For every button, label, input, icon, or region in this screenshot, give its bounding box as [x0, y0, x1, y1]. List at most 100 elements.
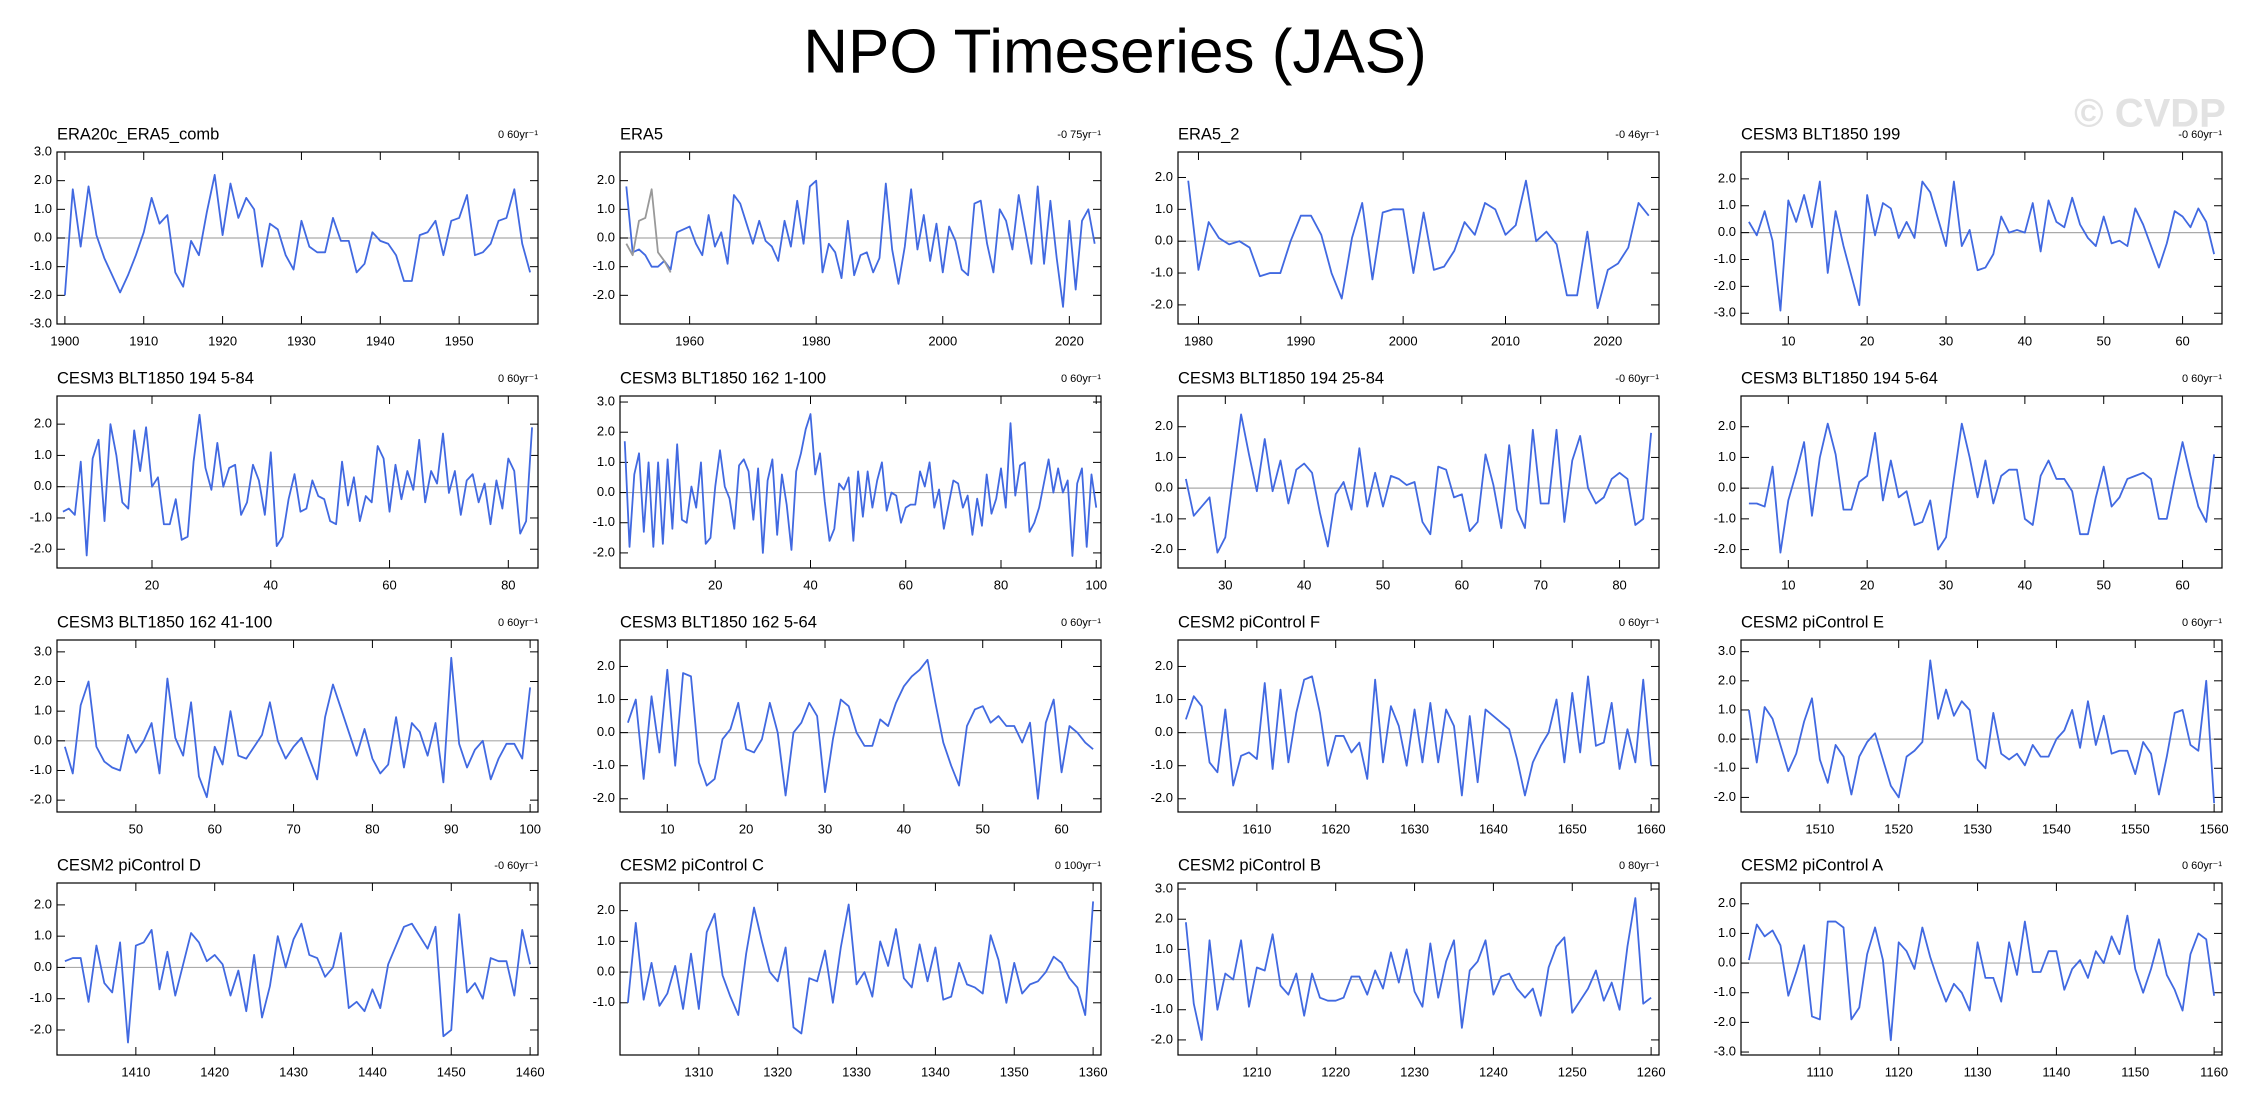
panel-title: CESM2 piControl A: [1741, 856, 1883, 874]
page-title: NPO Timeseries (JAS): [803, 17, 1427, 86]
plot-frame: [1177, 639, 1660, 813]
y-tick-label: 0.0: [34, 732, 52, 747]
x-tick-label: 50: [129, 821, 143, 836]
y-tick-label: -2.0: [1714, 278, 1736, 293]
panel-title: CESM3 BLT1850 162 1-100: [620, 369, 826, 387]
y-tick-label: 2.0: [1155, 169, 1173, 184]
trend-label: 0 60yr⁻¹: [1061, 617, 1101, 629]
plot-frame: [1740, 395, 2223, 569]
series-line: [1747, 659, 2216, 804]
x-tick-label: 100: [519, 821, 541, 836]
x-tick-label: 1980: [1184, 333, 1213, 348]
panel: CESM3 BLT1850 194 25-84 -0 60yr⁻¹ -2.0 -1.0…: [1151, 369, 1660, 592]
trend-label: 0 60yr⁻¹: [498, 373, 538, 385]
x-tick-label: 1250: [1558, 1064, 1587, 1079]
y-tick-label: -2.0: [1714, 789, 1736, 804]
y-tick-label: -1.0: [593, 757, 615, 772]
plot-frame: [56, 395, 539, 569]
x-tick-label: 1530: [1963, 821, 1992, 836]
panel-title: ERA5_2: [1178, 125, 1239, 143]
trend-label: 0 60yr⁻¹: [498, 129, 538, 141]
x-tick-label: 60: [1455, 577, 1469, 592]
trend-label: 0 60yr⁻¹: [2182, 617, 2222, 629]
x-tick-label: 1430: [279, 1064, 308, 1079]
y-tick-label: -1.0: [593, 514, 615, 529]
y-tick-label: -1.0: [30, 990, 52, 1005]
y-tick-label: 0.0: [1155, 971, 1173, 986]
panel-title: CESM2 piControl F: [1178, 613, 1320, 631]
y-tick-label: 3.0: [34, 143, 52, 158]
watermark: © CVDP: [2074, 92, 2226, 136]
x-tick-label: 1240: [1479, 1064, 1508, 1079]
y-tick-label: -1.0: [1714, 760, 1736, 775]
y-tick-label: -2.0: [1151, 296, 1173, 311]
panel-title: ERA20c_ERA5_comb: [57, 125, 219, 143]
panel: CESM3 BLT1850 194 5-64 0 60yr⁻¹ -2.0 -1.0 0.…: [1714, 369, 2223, 592]
y-tick-label: 1.0: [1155, 691, 1173, 706]
trend-label: 0 60yr⁻¹: [1619, 617, 1659, 629]
y-tick-label: -3.0: [1714, 305, 1736, 320]
x-tick-label: 1420: [200, 1064, 229, 1079]
x-tick-label: 1550: [2121, 821, 2150, 836]
plot-frame: [1177, 882, 1660, 1056]
y-tick-label: 2.0: [1718, 418, 1736, 433]
x-tick-label: 1220: [1321, 1064, 1350, 1079]
trend-label: 0 60yr⁻¹: [2182, 860, 2222, 872]
y-tick-label: 2.0: [597, 658, 615, 673]
x-tick-label: 1230: [1400, 1064, 1429, 1079]
y-tick-label: 2.0: [34, 673, 52, 688]
x-tick-label: 1360: [1079, 1064, 1108, 1079]
x-tick-label: 2020: [1055, 333, 1084, 348]
x-tick-label: 50: [1376, 577, 1390, 592]
series-line: [623, 413, 1098, 557]
y-tick-label: 1.0: [34, 447, 52, 462]
y-tick-label: 0.0: [34, 478, 52, 493]
plot-frame: [1177, 395, 1660, 569]
y-tick-label: -2.0: [593, 287, 615, 302]
y-tick-label: 2.0: [34, 172, 52, 187]
y-tick-label: -2.0: [30, 1021, 52, 1036]
x-tick-label: 1520: [1884, 821, 1913, 836]
trend-label: -0 46yr⁻¹: [1615, 129, 1659, 141]
x-tick-label: 1560: [2200, 821, 2229, 836]
y-tick-label: 0.0: [1718, 731, 1736, 746]
x-tick-label: 40: [2018, 577, 2032, 592]
series-line: [63, 174, 531, 296]
series-line: [1185, 413, 1653, 554]
series-line: [626, 901, 1095, 1035]
x-tick-label: 1930: [287, 333, 316, 348]
panel-title: CESM3 BLT1850 194 25-84: [1178, 369, 1384, 387]
y-tick-label: 1.0: [597, 691, 615, 706]
plot-frame: [56, 151, 539, 325]
y-tick-label: 0.0: [1155, 233, 1173, 248]
y-tick-label: -1.0: [30, 762, 52, 777]
y-tick-label: 0.0: [597, 964, 615, 979]
x-tick-label: 20: [1860, 333, 1874, 348]
x-tick-label: 30: [818, 821, 832, 836]
x-tick-label: 2020: [1593, 333, 1622, 348]
plot-frame: [1177, 151, 1660, 325]
y-tick-label: -3.0: [1714, 1043, 1736, 1058]
y-tick-label: 2.0: [1155, 658, 1173, 673]
x-tick-label: 1160: [2200, 1064, 2228, 1079]
x-tick-label: 100: [1085, 577, 1107, 592]
x-tick-label: 30: [1939, 577, 1953, 592]
panel-title: CESM2 piControl D: [57, 856, 201, 874]
x-tick-label: 1980: [802, 333, 831, 348]
y-tick-label: 1.0: [34, 201, 52, 216]
x-tick-label: 1610: [1242, 821, 1271, 836]
panel-title: CESM3 BLT1850 194 5-84: [57, 369, 254, 387]
series-line: [1184, 897, 1652, 1041]
x-tick-label: 20: [1860, 577, 1874, 592]
panel: CESM2 piControl C 0 100yr⁻¹ -1.0 0.0 1.0 2.0 1…: [593, 856, 1108, 1079]
y-tick-label: 1.0: [1718, 449, 1736, 464]
x-tick-label: 1140: [2042, 1064, 2070, 1079]
x-tick-label: 1330: [842, 1064, 871, 1079]
panel: CESM2 piControl B 0 80yr⁻¹ -2.0 -1.0 0.0 1.0 2…: [1151, 856, 1666, 1079]
y-tick-label: 0.0: [1718, 224, 1736, 239]
y-tick-label: 1.0: [34, 928, 52, 943]
x-tick-label: 90: [444, 821, 458, 836]
y-tick-label: 2.0: [597, 172, 615, 187]
x-tick-label: 1620: [1321, 821, 1350, 836]
x-tick-label: 20: [739, 821, 753, 836]
